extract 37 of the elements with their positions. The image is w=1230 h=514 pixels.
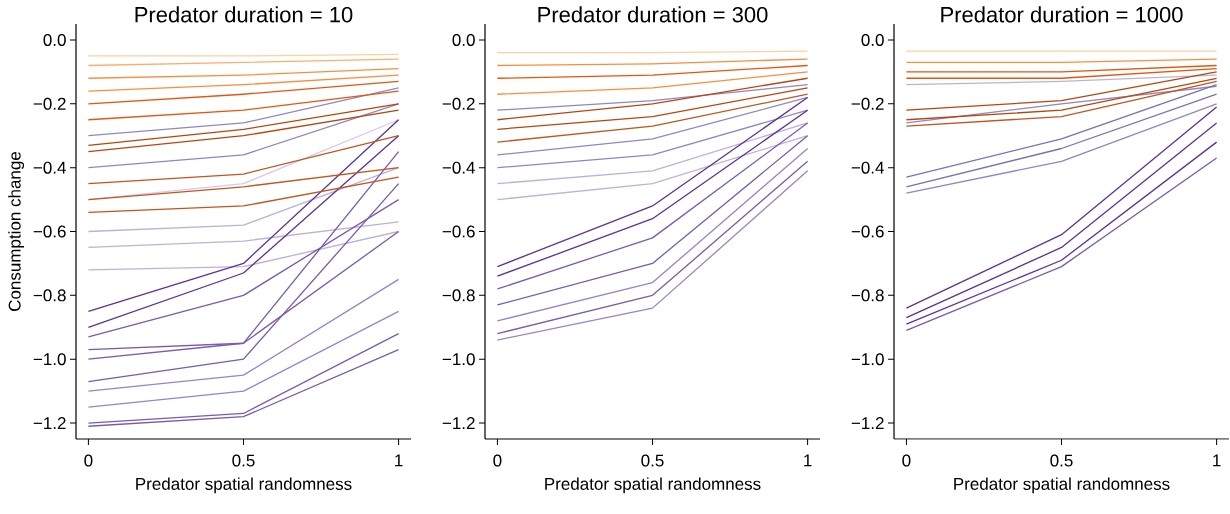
y-tick-label: −1.0 <box>442 353 475 366</box>
y-tick-label: −1.0 <box>851 353 884 366</box>
y-tick-label: −0.4 <box>33 161 66 174</box>
y-tick-label: −1.2 <box>851 417 884 429</box>
x-tick-label: 1 <box>804 454 812 467</box>
y-tick-label: −0.6 <box>442 225 475 238</box>
y-tick-label: −0.8 <box>851 289 884 302</box>
y-axis-title: Consumption change <box>8 151 25 311</box>
x-tick-label: 0 <box>493 454 502 467</box>
x-tick-label: 1 <box>395 454 403 467</box>
y-tick-label: −0.6 <box>33 225 66 238</box>
x-axis-title: Predator spatial randomness <box>136 477 352 494</box>
y-tick-label: −0.6 <box>851 225 884 238</box>
y-tick-label: 0.0 <box>452 33 475 46</box>
x-tick-label: 0.5 <box>1050 454 1073 467</box>
y-tick-label: 0.0 <box>43 33 66 46</box>
y-tick-label: −0.8 <box>442 289 475 302</box>
chart-title: Predator duration = 10 <box>135 6 353 23</box>
y-tick-label: 0.0 <box>861 33 884 46</box>
y-tick-label: −0.4 <box>851 161 884 174</box>
x-tick-label: 0 <box>84 454 93 467</box>
y-tick-label: −0.2 <box>33 97 66 110</box>
x-tick-label: 0 <box>902 454 911 467</box>
chart-title: Predator duration = 1000 <box>941 6 1183 23</box>
x-tick-label: 1 <box>1213 454 1221 467</box>
y-tick-label: −0.2 <box>442 97 475 110</box>
y-tick-label: −1.2 <box>33 417 66 429</box>
y-tick-label: −1.2 <box>442 417 475 429</box>
x-axis-title: Predator spatial randomness <box>954 477 1170 494</box>
chart-title: Predator duration = 300 <box>538 6 768 23</box>
y-tick-label: −1.0 <box>33 353 66 366</box>
x-tick-label: 0.5 <box>232 454 255 467</box>
y-tick-label: −0.8 <box>33 289 66 302</box>
y-tick-label: −0.2 <box>851 97 884 110</box>
x-tick-label: 0.5 <box>641 454 664 467</box>
y-tick-label: −0.4 <box>442 161 475 174</box>
x-axis-title: Predator spatial randomness <box>545 477 761 494</box>
